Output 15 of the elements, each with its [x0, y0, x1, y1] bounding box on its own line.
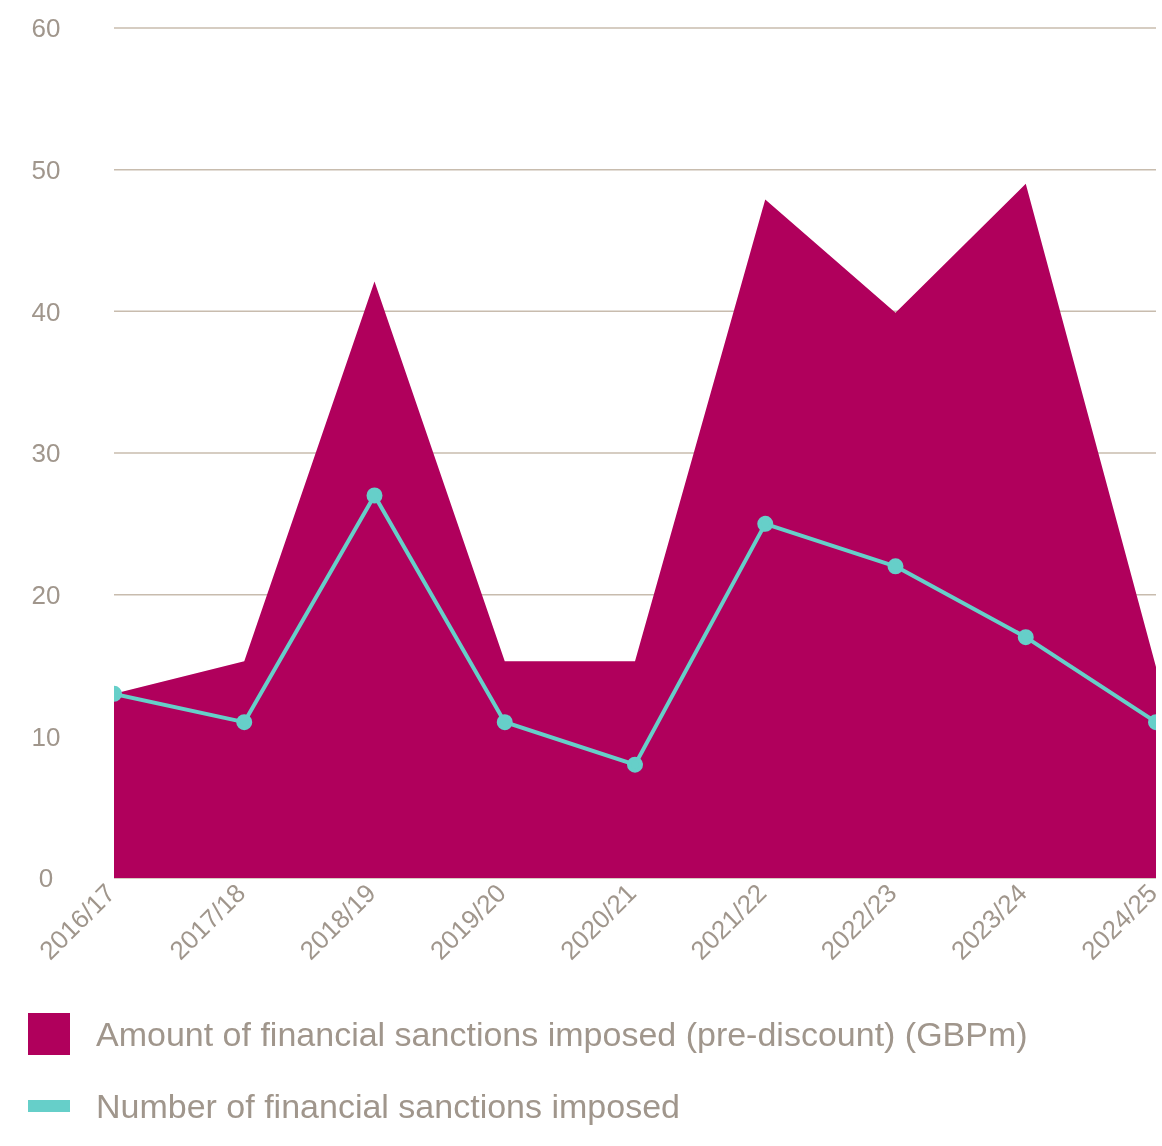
- point: [887, 558, 904, 575]
- legend-label: Number of financial sanctions imposed: [96, 1086, 680, 1126]
- point: [366, 487, 383, 504]
- y-tick-label: 50: [31, 154, 61, 185]
- y-tick-label: 30: [31, 438, 61, 469]
- legend-label: Amount of financial sanctions imposed (pre-discount) (GBPm): [96, 1014, 1028, 1054]
- y-tick-label: 60: [31, 13, 61, 44]
- point: [496, 714, 513, 731]
- point: [236, 714, 253, 731]
- point: [627, 756, 643, 773]
- point: [757, 515, 774, 532]
- point: [1017, 629, 1034, 646]
- y-tick-label: 20: [31, 579, 61, 610]
- y-tick-label: 40: [31, 296, 61, 327]
- y-tick-label: 10: [31, 721, 61, 752]
